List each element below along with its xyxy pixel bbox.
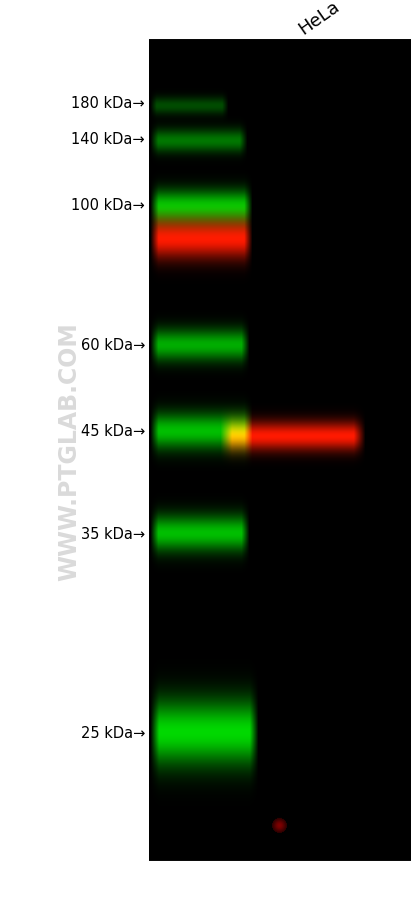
Text: 45 kDa→: 45 kDa→ [81,424,145,438]
Text: HeLa: HeLa [295,0,343,38]
Text: 25 kDa→: 25 kDa→ [81,725,145,740]
Text: 60 kDa→: 60 kDa→ [81,338,145,353]
Text: 35 kDa→: 35 kDa→ [81,527,145,541]
Text: 180 kDa→: 180 kDa→ [71,97,145,111]
Text: WWW.PTGLAB.COM: WWW.PTGLAB.COM [57,322,81,580]
Text: 100 kDa→: 100 kDa→ [71,198,145,213]
Text: 140 kDa→: 140 kDa→ [71,133,145,147]
